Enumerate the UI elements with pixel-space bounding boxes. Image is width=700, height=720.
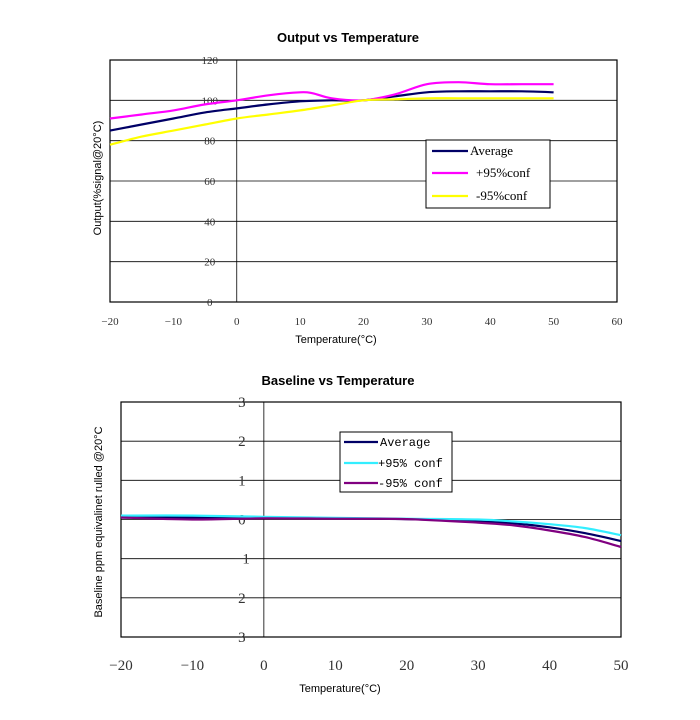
chart1-x-tick-labels: −20 −10 0 10 20 30 40 50 60 (101, 316, 623, 328)
chart2-legend-label-minus95: -95% conf (378, 477, 443, 491)
chart2-legend-label-plus95: +95% conf (378, 457, 443, 471)
chart1-x-tick-label: 10 (295, 316, 307, 328)
chart1-y-tick-label: 40 (204, 216, 216, 228)
chart2-x-tick-labels: −20 −10 0 10 20 30 40 50 (109, 658, 628, 674)
chart1-x-tick-label: 20 (358, 316, 370, 328)
chart2-x-axis-label: Temperature(°C) (299, 683, 380, 695)
chart1-legend-label-average: Average (470, 143, 513, 158)
chart1-series-line-average (109, 90, 554, 132)
chart1-x-tick-label: 50 (548, 316, 560, 328)
chart1-x-tick-label: 30 (421, 316, 433, 328)
chart1-y-tick-label: 80 (204, 136, 216, 148)
chart2-y-tick-label: 3 (238, 630, 246, 646)
chart2-y-tick-labels: 3 2 1 0 −1 2 3 (234, 395, 250, 646)
chart2-legend: Average +95% conf -95% conf (339, 431, 453, 493)
chart2-y-tick-label: 0 (238, 513, 246, 529)
chart2-title: Baseline vs Temperature (262, 373, 415, 388)
chart2-series-line-95-conf (120, 516, 622, 548)
chart1-y-tick-label: 0 (207, 297, 213, 309)
chart1-y-axis-label: Output(%signal@20°C) (92, 121, 104, 236)
chart2-y-axis-label: Baseline ppm equivalinet rulled @20°C (93, 426, 105, 617)
chart2-y-tick-label: 2 (238, 591, 246, 607)
chart2-series (120, 514, 622, 548)
chart1-x-axis-label: Temperature(°C) (295, 334, 376, 346)
chart2-x-tick-label: 0 (260, 658, 268, 674)
chart1-x-tick-label: 40 (485, 316, 497, 328)
chart1-y-tick-label: 120 (202, 55, 219, 67)
chart2-y-tick-label: −1 (234, 552, 250, 568)
chart2-x-tick-label: 20 (399, 658, 414, 674)
chart2-x-tick-label: 40 (542, 658, 557, 674)
chart1-legend-label-plus95: +95%conf (476, 165, 531, 180)
chart1-series-line-95-conf (109, 81, 554, 120)
chart2-x-tick-label: −20 (109, 658, 132, 674)
chart2-y-tick-label: 2 (238, 434, 246, 450)
chart1-y-tick-label: 20 (204, 257, 216, 269)
chart1-legend: Average +95%conf -95%conf (425, 139, 551, 209)
chart2-y-tick-label: 3 (238, 395, 246, 411)
chart2-x-tick-label: 10 (328, 658, 343, 674)
chart2-x-tick-label: 30 (471, 658, 486, 674)
chart2-x-tick-label: 50 (614, 658, 629, 674)
chart1-legend-label-minus95: -95%conf (476, 188, 528, 203)
chart1-x-tick-label: −10 (165, 316, 183, 328)
chart1-series (109, 81, 554, 146)
chart2-x-tick-label: −10 (181, 658, 204, 674)
chart1-y-tick-label: 60 (204, 176, 216, 188)
chart2-legend-label-average: Average (380, 436, 430, 450)
chart1-x-tick-label: −20 (101, 316, 119, 328)
chart1-x-tick-label: 0 (234, 316, 240, 328)
chart1-title: Output vs Temperature (277, 30, 419, 45)
chart1-series-line-95-conf (109, 97, 554, 146)
chart2-y-tick-label: 1 (238, 473, 246, 489)
chart1-x-tick-label: 60 (612, 316, 624, 328)
